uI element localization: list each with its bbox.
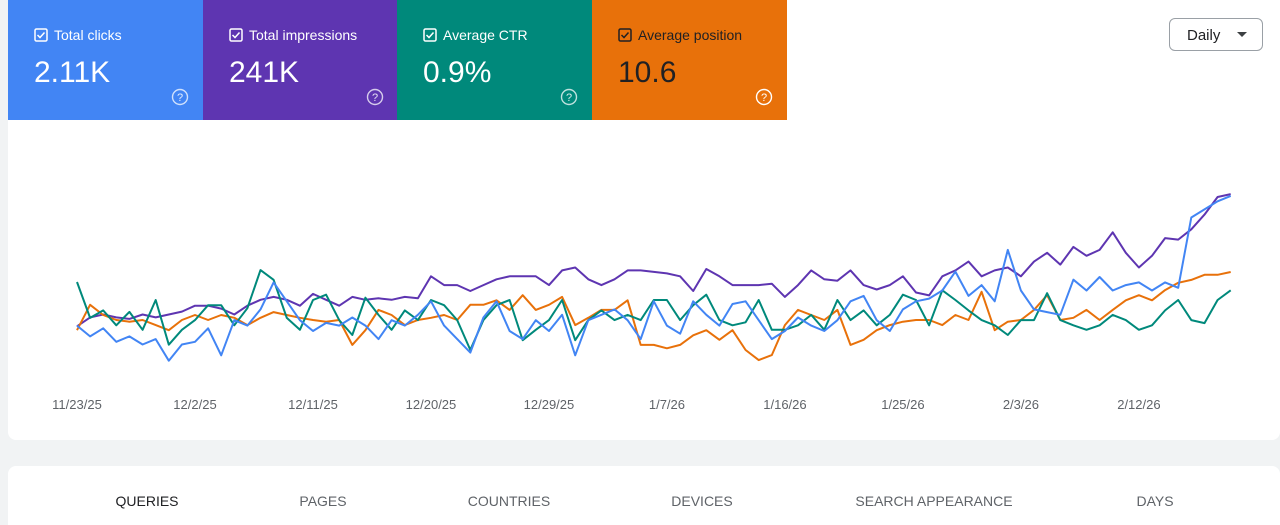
x-tick-label: 2/12/26 <box>1117 397 1160 412</box>
dropdown-label: Daily <box>1187 27 1221 44</box>
metric-title: Average position <box>638 27 743 43</box>
metric-card[interactable]: ? Average CTR 0.9% <box>397 0 592 120</box>
x-tick-label: 1/16/26 <box>763 397 806 412</box>
series-line <box>76 193 1231 328</box>
help-icon: ? <box>366 88 384 106</box>
tab[interactable]: COUNTRIES <box>467 493 551 509</box>
help-icon: ? <box>755 88 773 106</box>
chart: 11/23/25 12/2/25 12/11/25 12/20/25 12/29/25 1… <box>52 193 1232 412</box>
tab-bar: QUERIES PAGES COUNTRIES DEVICES SEARCH APPEA… <box>8 466 1280 525</box>
svg-text:?: ? <box>177 92 183 104</box>
x-tick-label: 12/20/25 <box>406 397 457 412</box>
x-tick-label: 1/7/26 <box>649 397 685 412</box>
series-line <box>76 269 1232 351</box>
metric-card[interactable]: ? Total clicks 2.11K <box>8 0 203 120</box>
help-icon: ? <box>171 88 189 106</box>
svg-text:?: ? <box>761 92 767 104</box>
x-tick-label: 12/11/25 <box>288 397 338 412</box>
checkbox <box>34 28 48 42</box>
tab[interactable]: SEARCH APPEARANCE <box>855 493 1013 509</box>
metric-value: 241K <box>229 56 300 89</box>
tab[interactable]: QUERIES <box>115 493 179 509</box>
x-tick-label: 11/23/25 <box>52 397 102 412</box>
metric-title: Average CTR <box>443 27 528 43</box>
metric-title: Total clicks <box>54 27 122 43</box>
dropdown-arrow <box>1237 32 1247 37</box>
checkbox <box>618 28 632 42</box>
x-tick-label: 12/29/25 <box>524 397 575 412</box>
svg-text:?: ? <box>372 92 378 104</box>
x-tick-label: 1/25/26 <box>881 397 924 412</box>
tab[interactable]: DAYS <box>1136 493 1174 509</box>
help-icon: ? <box>560 88 578 106</box>
metric-value: 10.6 <box>618 56 677 89</box>
tab[interactable]: DEVICES <box>671 493 733 509</box>
metric-value: 0.9% <box>423 56 492 89</box>
series-line <box>76 271 1231 362</box>
metric-value: 2.11K <box>34 56 111 89</box>
granularity-dropdown[interactable]: Daily <box>1169 18 1263 51</box>
metric-card[interactable]: ? Total impressions 241K <box>203 0 398 120</box>
metric-card[interactable]: ? Average position 10.6 <box>592 0 787 120</box>
checkbox <box>423 28 437 42</box>
svg-text:?: ? <box>566 92 572 104</box>
tab[interactable]: PAGES <box>299 493 347 509</box>
metric-title: Total impressions <box>249 27 358 43</box>
x-tick-label: 12/2/25 <box>173 397 216 412</box>
x-tick-label: 2/3/26 <box>1003 397 1039 412</box>
checkbox <box>229 28 243 42</box>
series-line <box>76 194 1232 362</box>
